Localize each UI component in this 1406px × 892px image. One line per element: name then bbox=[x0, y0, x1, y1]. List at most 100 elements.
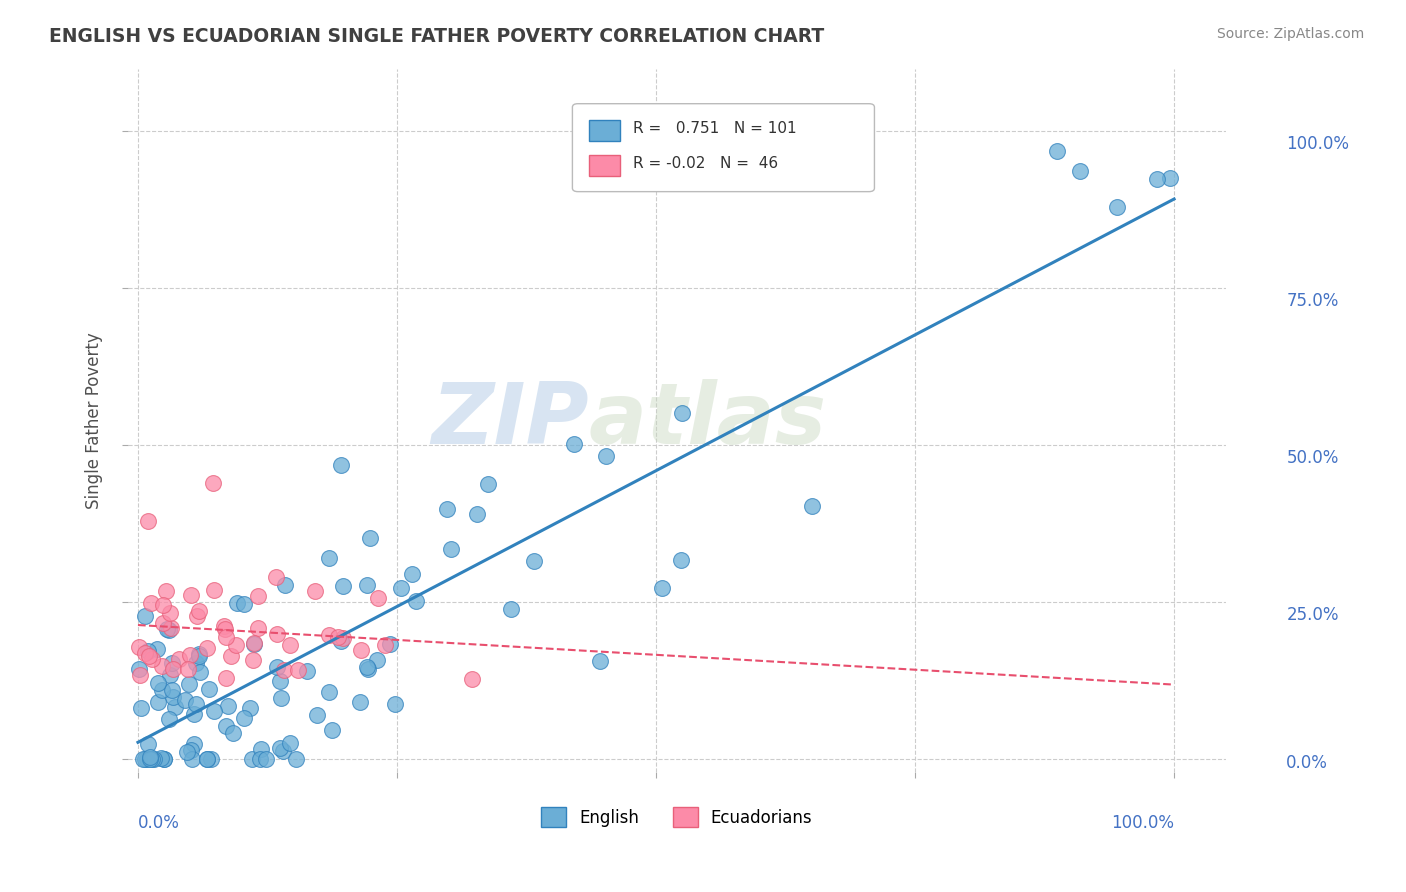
Point bbox=[152, 616, 174, 631]
Point bbox=[330, 634, 353, 648]
Point bbox=[134, 752, 156, 766]
Point bbox=[356, 659, 378, 673]
Point bbox=[374, 639, 396, 653]
Point bbox=[1069, 164, 1091, 178]
Point bbox=[173, 693, 195, 707]
Point bbox=[247, 620, 270, 634]
Point bbox=[183, 737, 205, 751]
Point bbox=[669, 552, 692, 566]
Point bbox=[671, 405, 693, 419]
Text: 75.0%: 75.0% bbox=[1286, 292, 1339, 310]
Point bbox=[141, 596, 163, 610]
Point bbox=[160, 656, 183, 670]
Point bbox=[1105, 200, 1128, 214]
Point bbox=[240, 752, 263, 766]
Point bbox=[307, 707, 329, 722]
Y-axis label: Single Father Poverty: Single Father Poverty bbox=[86, 332, 103, 508]
Point bbox=[150, 659, 173, 673]
Point bbox=[165, 699, 187, 714]
Point bbox=[146, 642, 169, 657]
Point bbox=[562, 436, 585, 450]
Point bbox=[247, 589, 270, 603]
Point bbox=[1045, 144, 1067, 158]
Point bbox=[461, 672, 484, 686]
Point bbox=[225, 638, 247, 652]
Text: atlas: atlas bbox=[589, 379, 827, 462]
Point bbox=[202, 582, 225, 597]
Point bbox=[329, 458, 352, 472]
Point bbox=[188, 647, 211, 661]
Text: Source: ZipAtlas.com: Source: ZipAtlas.com bbox=[1216, 27, 1364, 41]
Point bbox=[367, 591, 389, 605]
Point bbox=[195, 641, 218, 656]
Point bbox=[436, 502, 458, 516]
Point bbox=[800, 500, 823, 514]
Point bbox=[162, 682, 184, 697]
Point bbox=[184, 657, 207, 671]
Point bbox=[128, 667, 150, 681]
Point bbox=[180, 752, 202, 766]
Point bbox=[239, 701, 262, 715]
Point bbox=[287, 663, 309, 677]
Point bbox=[162, 662, 184, 676]
Point bbox=[146, 676, 169, 690]
Point bbox=[326, 630, 349, 644]
Point bbox=[651, 582, 673, 596]
Point bbox=[162, 690, 184, 705]
FancyBboxPatch shape bbox=[589, 155, 620, 176]
Point bbox=[217, 698, 239, 713]
Point bbox=[150, 682, 173, 697]
Point bbox=[176, 745, 198, 759]
Point bbox=[150, 751, 173, 765]
Text: R = -0.02   N =  46: R = -0.02 N = 46 bbox=[633, 156, 778, 171]
Point bbox=[357, 662, 380, 676]
Point bbox=[1159, 171, 1181, 186]
Point bbox=[242, 653, 264, 667]
Point bbox=[589, 655, 612, 669]
Point bbox=[160, 621, 183, 635]
Point bbox=[405, 594, 427, 608]
Point bbox=[200, 752, 222, 766]
Point bbox=[499, 601, 522, 615]
Point bbox=[177, 662, 200, 676]
Point bbox=[141, 752, 163, 766]
Point bbox=[139, 749, 162, 764]
Point bbox=[136, 514, 159, 528]
FancyBboxPatch shape bbox=[572, 103, 875, 192]
Point bbox=[138, 737, 160, 751]
Point bbox=[153, 752, 176, 766]
Point bbox=[269, 673, 291, 688]
Point bbox=[142, 752, 165, 766]
Point bbox=[273, 663, 295, 677]
Point bbox=[233, 711, 256, 725]
Point bbox=[159, 667, 181, 681]
Point bbox=[128, 662, 150, 676]
Point bbox=[156, 622, 179, 636]
Point bbox=[136, 752, 159, 766]
Point bbox=[214, 619, 236, 633]
Point bbox=[221, 726, 243, 740]
Point bbox=[179, 676, 201, 690]
Point bbox=[138, 649, 160, 664]
Point bbox=[1146, 172, 1168, 186]
FancyBboxPatch shape bbox=[589, 120, 620, 141]
Point bbox=[439, 542, 461, 557]
Text: 0.0%: 0.0% bbox=[138, 814, 180, 832]
Text: 50.0%: 50.0% bbox=[1286, 449, 1339, 467]
Text: 25.0%: 25.0% bbox=[1286, 606, 1339, 624]
Point bbox=[356, 578, 378, 592]
Point bbox=[332, 631, 354, 645]
Point bbox=[214, 622, 236, 636]
Point bbox=[184, 697, 207, 711]
Point bbox=[304, 583, 326, 598]
Point bbox=[179, 648, 201, 663]
Point bbox=[366, 653, 388, 667]
Point bbox=[215, 631, 238, 645]
Point bbox=[129, 701, 152, 715]
Point bbox=[284, 752, 307, 766]
Point bbox=[141, 651, 163, 665]
Point bbox=[128, 640, 150, 655]
Text: 100.0%: 100.0% bbox=[1111, 814, 1174, 832]
Point bbox=[278, 735, 301, 749]
Point bbox=[190, 665, 212, 680]
